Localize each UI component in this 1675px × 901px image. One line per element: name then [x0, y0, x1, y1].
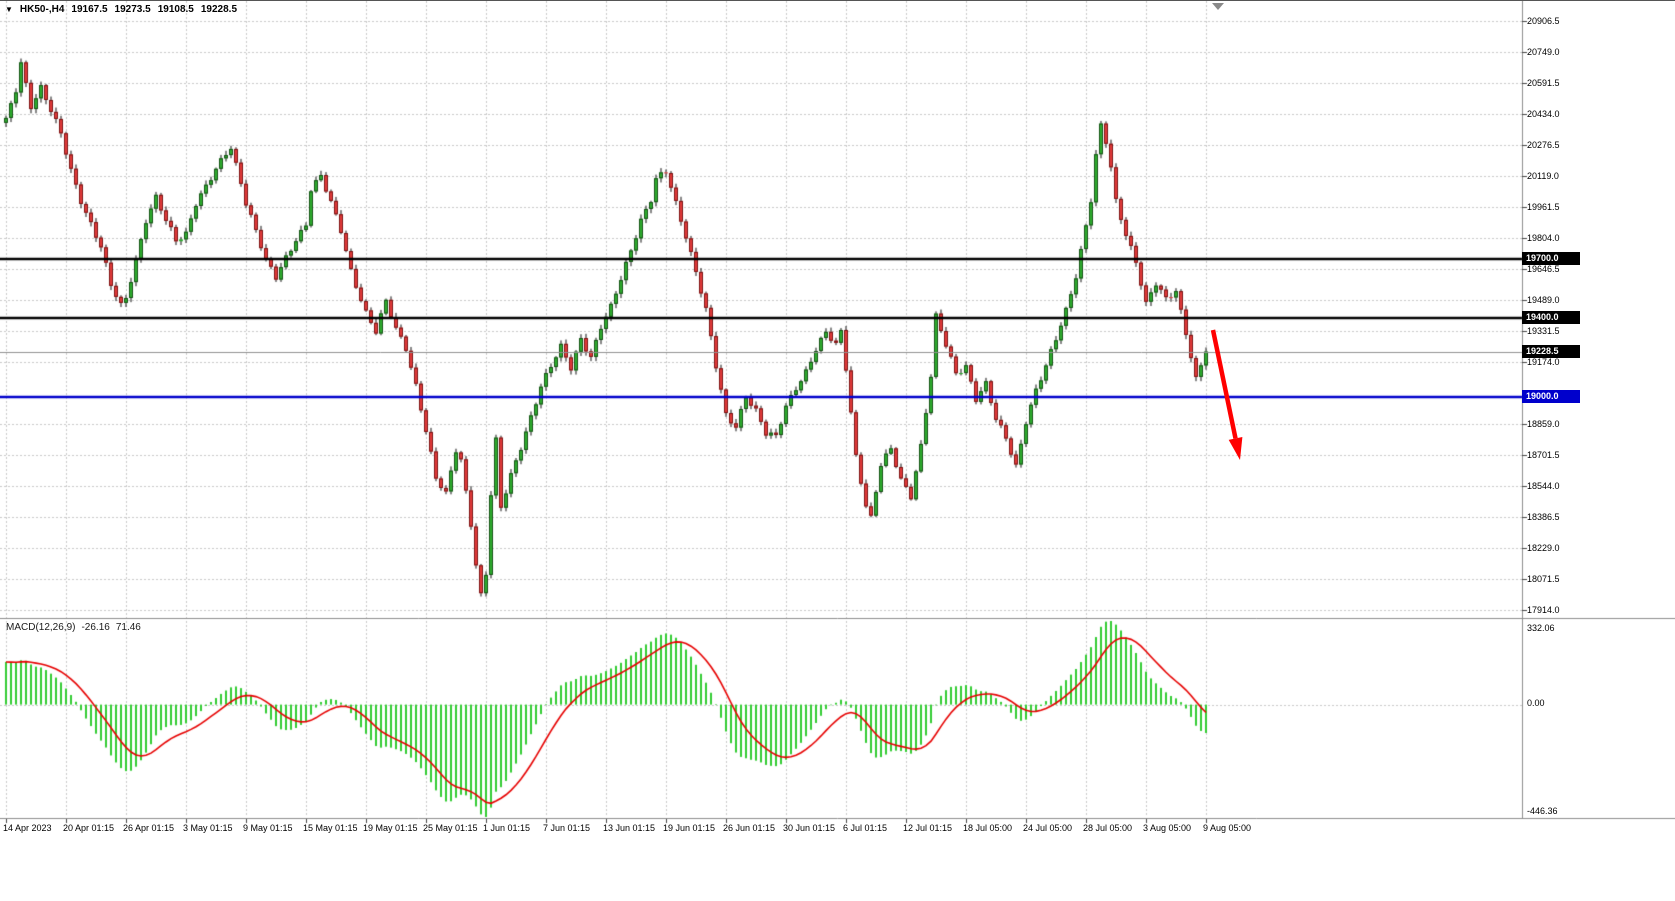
macd-axis-max-label: 332.06 [1527, 623, 1555, 633]
price-tick-label: 18701.5 [1527, 450, 1560, 461]
time-tick-label: 6 Jul 01:15 [843, 823, 888, 833]
time-tick-label: 9 May 01:15 [243, 823, 293, 833]
chart-shift-marker-icon[interactable] [1212, 3, 1224, 10]
time-tick-label: 20 Apr 01:15 [63, 823, 115, 833]
chart-header: ▼ HK50-,H4 19167.5 19273.5 19108.5 19228… [5, 4, 237, 15]
time-tick-label: 28 Jul 05:00 [1083, 823, 1133, 833]
price-tick-label: 18386.5 [1527, 512, 1560, 523]
price-tick-label: 17914.0 [1527, 605, 1560, 616]
time-tick-label: 19 Jun 01:15 [663, 823, 716, 833]
price-tick-label: 19174.0 [1527, 357, 1560, 368]
price-tick-label: 18859.0 [1527, 419, 1560, 430]
price-tick-label: 19331.5 [1527, 326, 1560, 337]
ohlc-high-value: 19273.5 [114, 4, 151, 15]
macd-axis-min-label: -446.36 [1527, 806, 1558, 816]
time-tick-label: 12 Jul 01:15 [903, 823, 953, 833]
time-tick-label: 7 Jun 01:15 [543, 823, 591, 833]
price-tick-label: 18544.0 [1527, 481, 1560, 492]
symbol-dropdown-icon[interactable]: ▼ [5, 4, 13, 14]
time-tick-label: 3 May 01:15 [183, 823, 233, 833]
time-tick-label: 26 Jun 01:15 [723, 823, 776, 833]
time-tick-label: 24 Jul 05:00 [1023, 823, 1073, 833]
time-tick-label: 18 Jul 05:00 [963, 823, 1013, 833]
time-tick-label: 30 Jun 01:15 [783, 823, 836, 833]
price-tick-label: 19489.0 [1527, 295, 1560, 306]
time-tick-label: 3 Aug 05:00 [1143, 823, 1192, 833]
ohlc-open-value: 19167.5 [71, 4, 108, 15]
time-tick-label: 13 Jun 01:15 [603, 823, 656, 833]
price-tick-label: 20749.0 [1527, 47, 1560, 58]
level-price-tag: 19700.0 [1522, 252, 1580, 266]
price-tick-label: 19961.5 [1527, 202, 1560, 213]
ohlc-low-value: 19108.5 [157, 4, 194, 15]
symbol-period-label: HK50-,H4 [19, 4, 65, 15]
price-tick-label: 20434.0 [1527, 109, 1560, 120]
price-tick-label: 20276.5 [1527, 140, 1560, 151]
price-tick-label: 20906.5 [1527, 16, 1560, 27]
macd-axis-zero-label: 0.00 [1527, 698, 1545, 708]
time-tick-label: 14 Apr 2023 [3, 823, 52, 833]
time-tick-label: 25 May 01:15 [423, 823, 478, 833]
price-tick-label: 18229.0 [1527, 543, 1560, 554]
time-tick-label: 1 Jun 01:15 [483, 823, 531, 833]
macd-name-label: MACD(12,26,9) [6, 622, 76, 633]
macd-main-value: -26.16 [81, 622, 110, 633]
macd-indicator-label: MACD(12,26,9) -26.16 71.46 [6, 622, 141, 633]
time-tick-label: 15 May 01:15 [303, 823, 358, 833]
level-price-tag: 19000.0 [1522, 390, 1580, 404]
price-tick-label: 20591.5 [1527, 78, 1560, 89]
time-tick-label: 9 Aug 05:00 [1203, 823, 1252, 833]
price-tick-label: 19804.0 [1527, 233, 1560, 244]
macd-signal-value: 71.46 [115, 622, 141, 633]
time-tick-label: 26 Apr 01:15 [123, 823, 175, 833]
price-tick-label: 20119.0 [1527, 171, 1559, 182]
time-tick-label: 19 May 01:15 [363, 823, 418, 833]
current-price-tag: 19228.5 [1522, 345, 1580, 359]
level-price-tag: 19400.0 [1522, 311, 1580, 325]
price-tick-label: 18071.5 [1527, 574, 1560, 585]
ohlc-close-value: 19228.5 [200, 4, 238, 15]
price-tick-label: 19646.5 [1527, 264, 1560, 275]
